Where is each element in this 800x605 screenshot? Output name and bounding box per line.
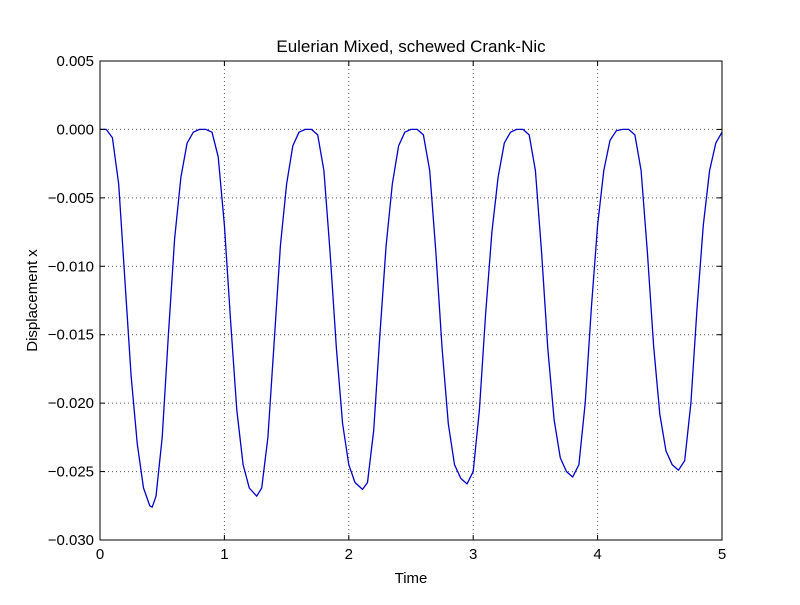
y-tick-label: −0.015: [48, 327, 94, 344]
series-layer: [100, 128, 723, 508]
y-tick-label: −0.005: [48, 190, 94, 207]
y-tick-label: 0.000: [56, 121, 94, 138]
x-tick-label: 2: [345, 546, 353, 563]
y-tick-label: −0.010: [48, 258, 94, 275]
y-tick-labels: 0.005 0.000 −0.005 −0.010 −0.015 −0.020 −0.025…: [48, 53, 94, 549]
y-tick-label: −0.025: [48, 464, 94, 481]
y-axis-label: Displacement x: [24, 249, 41, 352]
x-tick-label: 0: [96, 546, 104, 563]
y-tick-label: −0.020: [48, 395, 94, 412]
y-tick-label: 0.005: [56, 53, 94, 70]
plot-area-frame: [99, 60, 723, 541]
y-tick-label: −0.030: [48, 532, 94, 549]
x-tick-label: 4: [593, 546, 601, 563]
x-axis-label: Time: [395, 570, 428, 587]
series-line-0: [100, 128, 723, 508]
tick-marks: [99, 60, 723, 541]
x-tick-label: 1: [220, 546, 228, 563]
x-tick-label: 5: [718, 546, 726, 563]
x-tick-label: 3: [469, 546, 477, 563]
chart-title: Eulerian Mixed, schewed Crank-Nic: [276, 37, 546, 56]
x-tick-labels: 0 1 2 3 4 5: [96, 546, 726, 563]
